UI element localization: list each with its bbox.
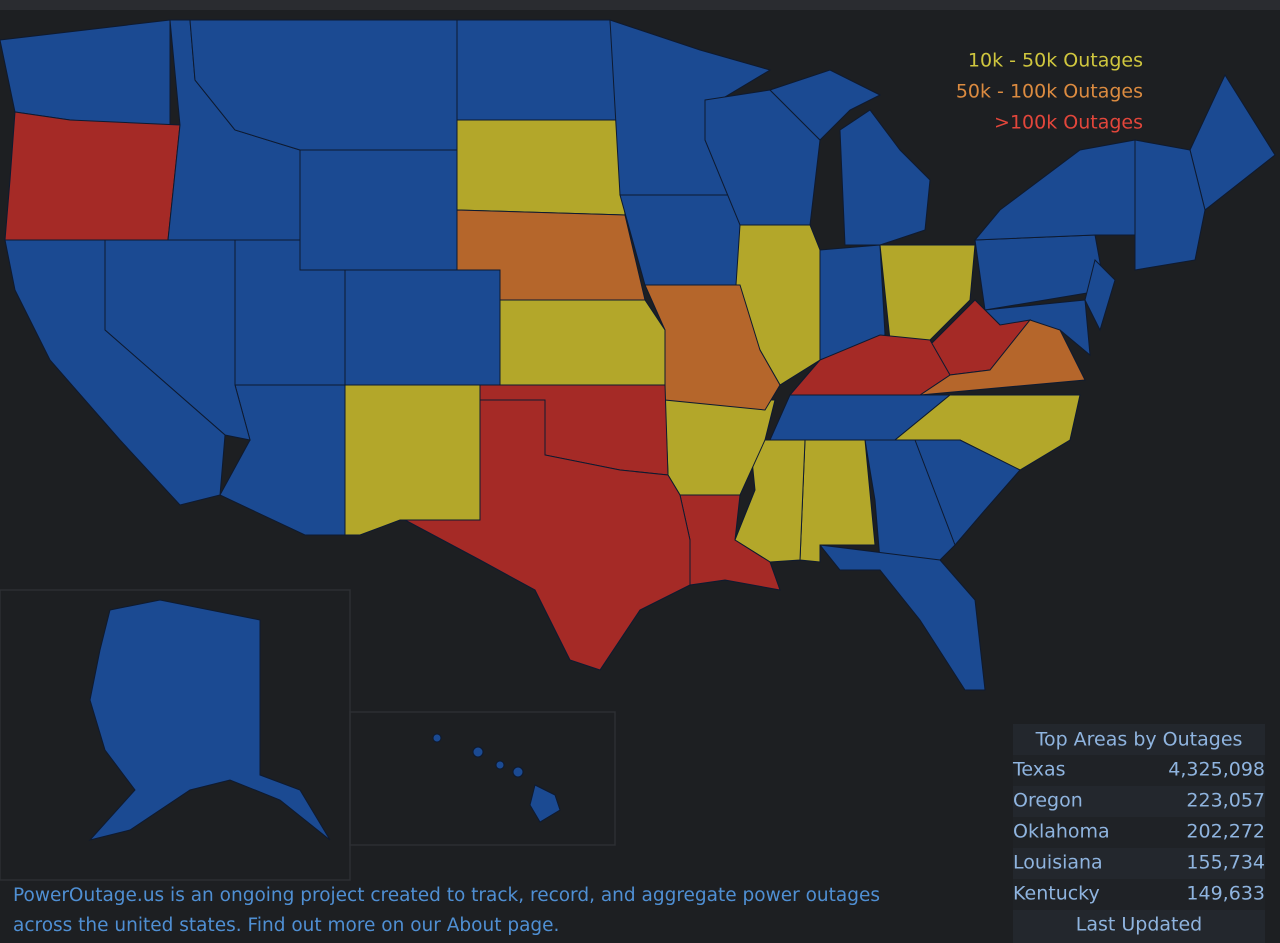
state bbox=[404, 399, 691, 671]
state bbox=[769, 69, 882, 141]
state bbox=[1134, 139, 1206, 271]
outage-count: 4,325,098 bbox=[1168, 759, 1265, 781]
outage-count: 202,272 bbox=[1186, 821, 1265, 843]
area-name: Oregon bbox=[1013, 790, 1083, 812]
table-footer-bg bbox=[1013, 910, 1265, 943]
legend-label: 10k - 50k Outages bbox=[968, 50, 1143, 72]
outage-count: 149,633 bbox=[1186, 883, 1265, 905]
state bbox=[839, 109, 931, 246]
table-header-bg bbox=[1013, 724, 1265, 755]
table-title: Top Areas by Outages bbox=[1035, 729, 1243, 751]
state bbox=[344, 384, 481, 536]
state bbox=[88, 599, 331, 841]
last-updated: Last Updated bbox=[1076, 914, 1203, 936]
hawaii-frame bbox=[349, 711, 616, 846]
state bbox=[456, 119, 626, 216]
table-row-bg bbox=[1013, 817, 1265, 848]
area-name: Oklahoma bbox=[1013, 821, 1110, 843]
table-row-bg bbox=[1013, 879, 1265, 910]
state bbox=[1084, 259, 1116, 332]
area-name: Texas bbox=[1012, 759, 1066, 781]
outage-table: Top Areas by Outages Texas 4,325,098 Oregon… bbox=[1012, 724, 1265, 943]
area-name: Kentucky bbox=[1013, 883, 1100, 905]
state bbox=[344, 269, 501, 386]
top-bar bbox=[0, 0, 1280, 10]
legend-label: 50k - 100k Outages bbox=[956, 81, 1143, 103]
table-row-bg bbox=[1013, 786, 1265, 817]
state bbox=[456, 19, 621, 121]
table-row-bg bbox=[1013, 848, 1265, 879]
state bbox=[818, 544, 986, 691]
table-row-bg bbox=[1013, 755, 1265, 786]
description: PowerOutage.us is an ongoing project cre… bbox=[13, 885, 880, 936]
state bbox=[799, 439, 876, 563]
description-line: across the united states. Find out more … bbox=[13, 915, 559, 936]
legend: 10k - 50k Outages 50k - 100k Outages >100k… bbox=[956, 50, 1143, 134]
hawaii bbox=[432, 733, 561, 823]
state bbox=[499, 299, 666, 386]
legend-label: >100k Outages bbox=[994, 112, 1143, 134]
state bbox=[4, 239, 226, 506]
state bbox=[879, 244, 976, 341]
area-name: Louisiana bbox=[1013, 852, 1103, 874]
outage-count: 155,734 bbox=[1186, 852, 1265, 874]
description-line: PowerOutage.us is an ongoing project cre… bbox=[13, 885, 880, 906]
map bbox=[0, 19, 1276, 881]
state bbox=[299, 149, 458, 271]
state bbox=[4, 111, 181, 241]
outage-count: 223,057 bbox=[1186, 790, 1265, 812]
